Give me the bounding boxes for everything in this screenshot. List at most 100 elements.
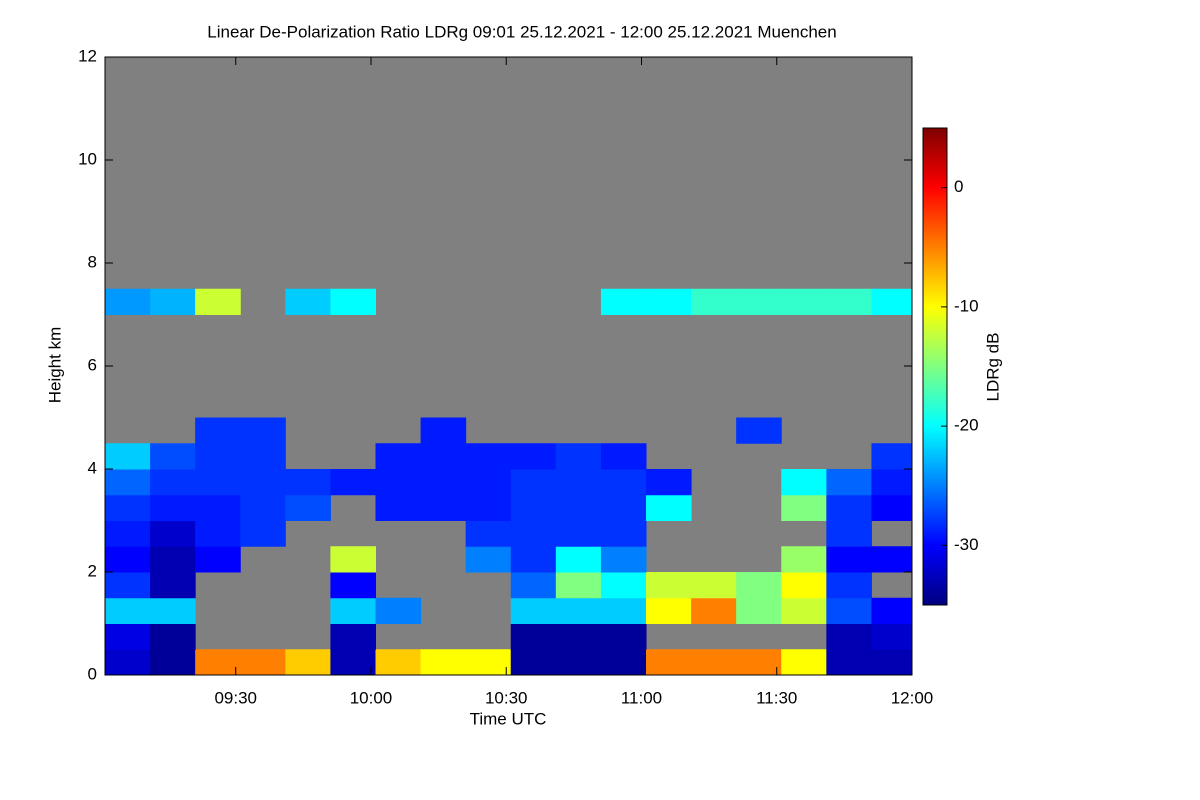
heatmap-cell	[646, 572, 692, 599]
heatmap-cell	[600, 288, 647, 315]
heatmap-cell	[150, 623, 196, 650]
heatmap-cell	[510, 469, 557, 496]
heatmap-cell	[736, 288, 782, 315]
heatmap-cell	[736, 572, 782, 599]
heatmap-cell	[555, 546, 602, 573]
heatmap-cell	[555, 520, 602, 547]
heatmap-cell	[555, 623, 602, 650]
heatmap-cell	[600, 546, 647, 573]
heatmap-cell	[195, 443, 241, 470]
heatmap-cell	[600, 520, 647, 547]
heatmap-cell	[781, 494, 827, 521]
heatmap-cell	[150, 546, 196, 573]
heatmap-cell	[105, 649, 151, 676]
heatmap-cell	[826, 649, 872, 676]
heatmap-cell	[240, 443, 286, 470]
heatmap-cell	[781, 546, 827, 573]
heatmap-cell	[105, 623, 151, 650]
heatmap-cell	[465, 469, 512, 496]
y-tick-label: 2	[88, 561, 97, 580]
heatmap-cell	[646, 288, 692, 315]
heatmap-cell	[195, 520, 241, 547]
heatmap-cell	[736, 597, 782, 624]
heatmap-cell	[510, 597, 557, 624]
heatmap-cell	[600, 597, 647, 624]
heatmap-cell	[826, 597, 872, 624]
heatmap-cell	[781, 288, 827, 315]
heatmap-cell	[240, 520, 286, 547]
heatmap-cell	[330, 546, 377, 573]
colorbar-tick-label: 0	[954, 177, 963, 196]
heatmap-cell	[510, 443, 557, 470]
heatmap-cell	[105, 572, 151, 599]
heatmap-cell	[871, 546, 913, 573]
heatmap-cell	[465, 443, 512, 470]
heatmap-cell	[871, 288, 913, 315]
heatmap-cell	[285, 494, 331, 521]
x-tick-label: 12:00	[891, 688, 934, 707]
heatmap-cell	[375, 469, 422, 496]
heatmap-cell	[691, 597, 737, 624]
x-tick-label: 11:00	[621, 688, 662, 707]
heatmap-cell	[195, 469, 241, 496]
heatmap-cell	[600, 649, 647, 676]
heatmap-cell	[420, 469, 467, 496]
heatmap-cell	[691, 572, 737, 599]
heatmap-cell	[150, 649, 196, 676]
heatmap-cell	[150, 469, 196, 496]
heatmap-cell	[105, 520, 151, 547]
heatmap-cell	[781, 469, 827, 496]
heatmap-cell	[330, 649, 377, 676]
heatmap-cell	[285, 649, 331, 676]
heatmap-cell	[646, 649, 692, 676]
y-tick-label: 6	[88, 355, 97, 374]
heatmap-cell	[195, 288, 241, 315]
heatmap-cell	[465, 520, 512, 547]
heatmap-cell	[330, 469, 377, 496]
heatmap-cell	[240, 417, 286, 444]
heatmap-cell	[555, 443, 602, 470]
colorbar-tick-label: -30	[954, 535, 979, 554]
colorbar-tick-label: -10	[954, 296, 979, 315]
heatmap-cell	[736, 649, 782, 676]
heatmap-cell	[826, 288, 872, 315]
heatmap-cell	[285, 288, 331, 315]
heatmap-cell	[240, 649, 286, 676]
heatmap-cell	[826, 546, 872, 573]
heatmap-cell	[555, 469, 602, 496]
heatmap-cell	[420, 649, 467, 676]
heatmap-cell	[600, 623, 647, 650]
x-tick-label: 10:00	[350, 688, 393, 707]
heatmap-cell	[465, 546, 512, 573]
heatmap-cell	[600, 469, 647, 496]
heatmap-cell	[826, 623, 872, 650]
heatmap-cell	[826, 520, 872, 547]
colorbar-label: LDRg dB	[983, 333, 1002, 402]
heatmap-cell	[240, 469, 286, 496]
y-tick-label: 4	[88, 458, 97, 477]
heatmap-cell	[781, 572, 827, 599]
heatmap-cell	[150, 443, 196, 470]
heatmap-cell	[691, 649, 737, 676]
heatmap-cell	[871, 649, 913, 676]
heatmap-cell	[871, 443, 913, 470]
heatmap-cell	[150, 494, 196, 521]
heatmap-cell	[420, 443, 467, 470]
colorbar-tick-label: -20	[954, 416, 979, 435]
heatmap-cell	[375, 649, 422, 676]
heatmap-cell	[150, 597, 196, 624]
heatmap-cell	[150, 572, 196, 599]
y-axis-label: Height km	[45, 327, 64, 404]
heatmap-cell	[510, 520, 557, 547]
heatmap-cell	[600, 494, 647, 521]
heatmap-cell	[105, 288, 151, 315]
x-tick-label: 11:30	[756, 688, 797, 707]
heatmap-cell	[510, 546, 557, 573]
heatmap-cell	[330, 572, 377, 599]
heatmap-cell	[150, 520, 196, 547]
heatmap-cell	[375, 443, 422, 470]
heatmap-cell	[555, 597, 602, 624]
heatmap-cell	[195, 494, 241, 521]
heatmap-cell	[510, 649, 557, 676]
